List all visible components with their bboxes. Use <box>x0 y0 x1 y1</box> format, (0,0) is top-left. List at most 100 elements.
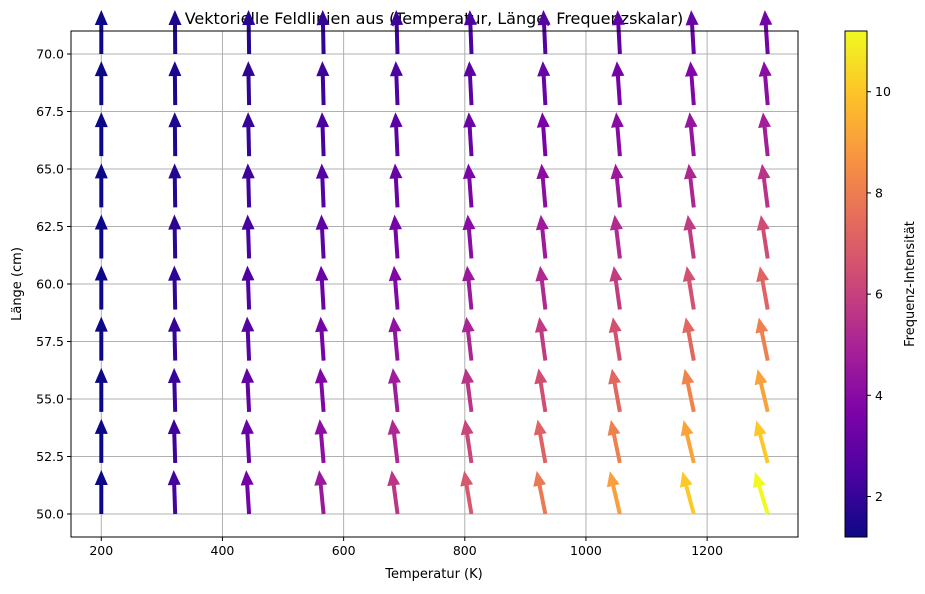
vector-arrow <box>94 367 108 412</box>
vector-arrow <box>168 10 182 54</box>
x-axis-label: Temperatur (K) <box>384 567 482 582</box>
vector-arrow <box>611 61 625 106</box>
vector-arrow <box>606 471 622 515</box>
y-tick-label: 70.0 <box>36 47 64 62</box>
vector-arrow <box>535 214 549 259</box>
vector-arrow <box>462 163 476 208</box>
vector-arrow <box>94 418 108 463</box>
vector-arrow <box>753 471 770 515</box>
vector-arrow <box>94 10 108 54</box>
vector-arrow <box>533 419 548 464</box>
vector-arrow <box>758 61 772 106</box>
vector-arrow <box>759 10 773 55</box>
vector-arrow <box>537 10 551 55</box>
vector-arrow <box>536 112 550 157</box>
colorbar <box>844 30 868 538</box>
vector-arrow <box>462 214 476 259</box>
y-tick-label: 55.0 <box>36 392 64 407</box>
vector-arrow <box>242 10 256 54</box>
y-tick-label: 60.0 <box>36 277 64 292</box>
colorbar-tick-label: 4 <box>875 388 883 403</box>
vector-arrow <box>757 163 771 208</box>
vector-arrow <box>94 316 108 361</box>
colorbar-label: Frequenz-Intensität <box>903 221 918 347</box>
vector-arrow <box>314 470 328 515</box>
vector-arrow <box>314 419 328 464</box>
x-tick-label: 600 <box>332 543 356 558</box>
y-tick-label: 50.0 <box>36 507 64 522</box>
vector-arrow <box>608 368 622 413</box>
vector-arrow <box>680 420 696 464</box>
vector-arrow <box>387 470 401 515</box>
x-tick-label: 1200 <box>691 543 723 558</box>
vector-arrow <box>463 61 477 106</box>
vector-arrow <box>94 112 108 157</box>
vector-arrow <box>460 470 474 515</box>
colorbar-tick-label: 8 <box>875 185 883 200</box>
vector-arrow <box>608 317 622 361</box>
chart-title: Vektorielle Feldlinien aus (Temperatur, … <box>185 9 684 28</box>
vector-arrow <box>388 368 401 413</box>
vector-arrow <box>240 470 254 515</box>
colorbar-tick-label: 6 <box>875 287 883 302</box>
vector-arrow <box>387 419 401 464</box>
vector-arrow <box>680 471 696 515</box>
vector-arrow <box>609 266 623 310</box>
vector-arrow <box>168 265 182 310</box>
vector-arrow <box>537 61 551 106</box>
vector-arrow <box>685 10 699 55</box>
x-tick-label: 800 <box>453 543 477 558</box>
vector-arrow <box>535 317 548 361</box>
vector-arrow <box>682 317 696 361</box>
vector-arrow <box>683 214 697 259</box>
x-axis-ticks: 200 400 600 800 1000 1200 <box>89 537 723 558</box>
vector-arrow <box>461 316 475 361</box>
vector-arrow <box>388 265 402 310</box>
vector-arrow <box>241 316 255 361</box>
vector-arrow <box>167 419 181 463</box>
vector-arrow <box>611 10 625 55</box>
vector-arrow <box>611 112 624 157</box>
grid <box>71 31 798 537</box>
y-tick-label: 67.5 <box>36 104 64 119</box>
x-tick-label: 1000 <box>570 543 602 558</box>
vector-arrow <box>316 61 330 106</box>
vector-arrow <box>610 163 624 208</box>
vector-arrow <box>685 61 698 106</box>
x-tick-label: 200 <box>89 543 113 558</box>
vector-arrow <box>241 367 255 412</box>
vector-arrow <box>536 163 550 208</box>
colorbar-tick-label: 10 <box>875 84 891 99</box>
y-axis-label: Länge (cm) <box>10 247 25 321</box>
x-tick-label: 400 <box>211 543 235 558</box>
vector-arrow <box>241 265 255 310</box>
vector-arrow <box>94 470 108 514</box>
vector-arrow <box>684 112 698 157</box>
y-tick-label: 57.5 <box>36 334 64 349</box>
vector-arrow <box>758 112 771 157</box>
vector-arrow <box>94 214 108 259</box>
vector-arrow <box>390 10 404 55</box>
vector-arrow <box>756 266 770 310</box>
vector-arrow <box>754 369 770 413</box>
arrow-field <box>94 10 773 515</box>
vector-arrow <box>242 61 255 106</box>
vector-arrow <box>168 316 181 361</box>
colorbar-ticks: 2 4 6 8 10 <box>867 84 891 504</box>
vector-arrow <box>463 112 477 157</box>
vector-arrow <box>94 163 108 208</box>
vector-arrow <box>389 112 403 157</box>
vector-arrow <box>607 419 622 464</box>
vector-arrow <box>315 163 329 208</box>
vector-arrow <box>461 368 475 413</box>
vector-arrow <box>682 266 696 310</box>
vector-arrow <box>94 265 108 310</box>
vector-arrow <box>534 368 548 413</box>
vector-arrow <box>167 367 181 412</box>
y-tick-label: 52.5 <box>36 449 64 464</box>
y-tick-label: 65.0 <box>36 162 64 177</box>
vector-arrow <box>533 470 548 515</box>
vector-arrow <box>389 163 403 208</box>
vector-arrow <box>168 61 182 106</box>
